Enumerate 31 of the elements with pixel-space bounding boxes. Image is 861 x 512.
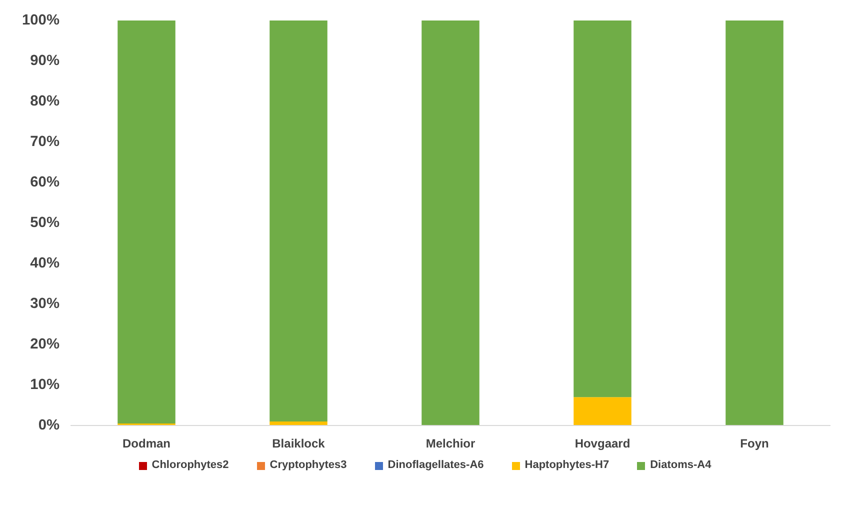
legend-item: Cryptophytes3 [256,458,347,474]
bar [270,20,328,422]
x-tick-label: Dodman [122,436,170,450]
y-tick-label: 100% [22,12,60,28]
bar [574,397,632,426]
x-tick-label: Hovgaard [574,436,630,450]
y-tick-label: 0% [38,418,60,434]
bar [118,20,176,424]
y-tick-label: 10% [30,377,60,393]
bar [726,20,784,426]
y-tick-label: 50% [30,215,60,231]
x-tick-label: Blaiklock [272,436,326,450]
legend-item: Diatoms-A4 [637,458,712,474]
legend-label: Cryptophytes3 [270,458,347,474]
bar [422,20,480,426]
legend-item: Dinoflagellates-A6 [374,458,484,474]
y-tick-label: 20% [30,336,60,352]
legend-label: Haptophytes-H7 [524,458,610,474]
y-tick-label: 40% [30,256,60,272]
y-tick-label: 70% [30,134,60,150]
legend-item: Chlorophytes2 [138,458,229,474]
legend-label: Chlorophytes2 [152,458,229,474]
x-tick-label: Melchior [426,436,476,450]
y-tick-label: 60% [30,174,60,190]
legend-label: Diatoms-A4 [650,458,712,474]
x-tick-label: Foyn [740,436,769,450]
y-tick-label: 30% [30,296,60,312]
y-tick-label: 80% [30,94,60,110]
y-tick-label: 90% [30,53,60,69]
bar [574,20,632,398]
legend-item: Haptophytes-H7 [512,458,610,474]
